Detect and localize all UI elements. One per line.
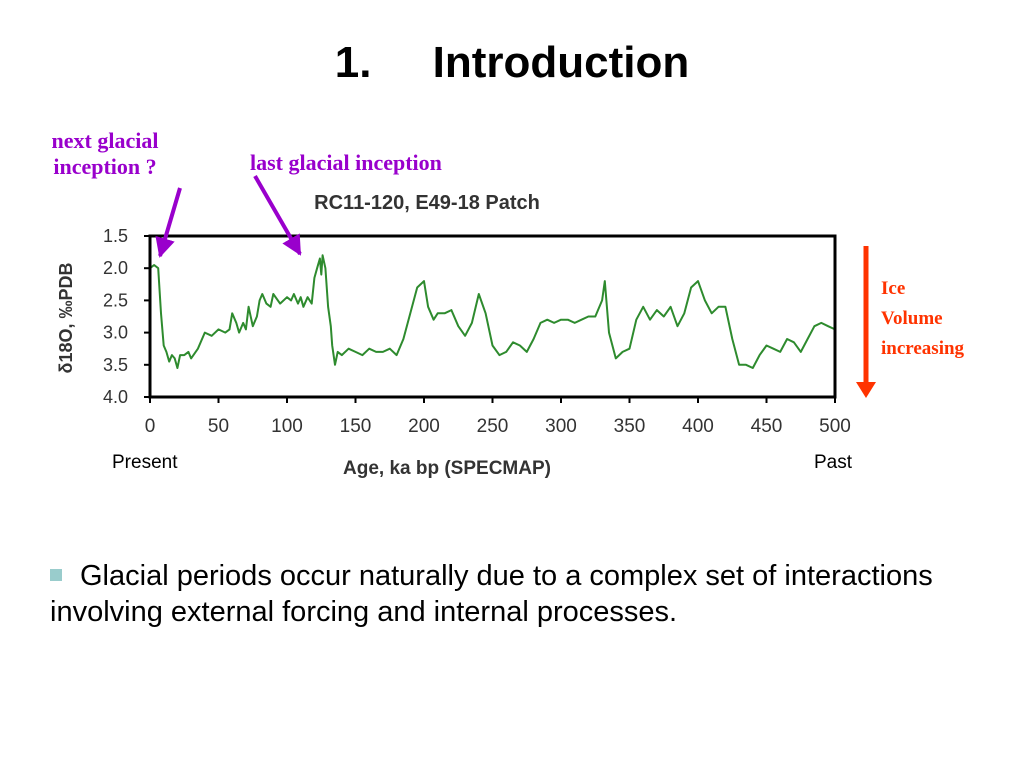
bullet-paragraph: Glacial periods occur naturally due to a… (50, 558, 990, 630)
x-tick-label: 0 (145, 416, 156, 437)
x-axis-label: Age, ka bp (SPECMAP) (343, 458, 551, 479)
ice-volume-line-2: Volume (881, 308, 943, 329)
chart-title: RC11-120, E49-18 Patch (314, 192, 540, 214)
y-tick-label: 3.5 (103, 355, 128, 375)
x-tick-label: 100 (271, 416, 303, 437)
next-glacial-annotation: next glacial inception ? (30, 128, 180, 180)
ice-volume-annotation: Ice Volume increasing (881, 274, 964, 364)
next-glacial-line-2: inception ? (53, 154, 157, 179)
x-tick-label: 250 (477, 416, 509, 437)
x-tick-labels: 0 50 100 150 200 250 300 350 400 450 500 (145, 397, 851, 437)
y-tick-label: 4.0 (103, 387, 128, 407)
x-tick-label: 150 (340, 416, 372, 437)
last-glacial-arrow (253, 175, 302, 256)
ice-volume-arrow-head (856, 382, 876, 398)
x-tick-label: 500 (819, 416, 851, 437)
x-tick-label: 300 (545, 416, 577, 437)
bullet-square-icon (50, 569, 62, 581)
x-tick-label: 450 (751, 416, 783, 437)
ice-volume-line-3: increasing (881, 338, 965, 359)
past-label: Past (814, 452, 853, 473)
series-line (149, 254, 836, 369)
y-tick-label: 2.5 (103, 290, 128, 310)
y-axis-label: δ18O, ‰PDB (56, 263, 76, 374)
present-label: Present (112, 452, 178, 473)
x-tick-label: 350 (614, 416, 646, 437)
next-glacial-arrow (155, 187, 182, 258)
next-glacial-line-1: next glacial (51, 128, 159, 153)
y-tick-labels: 1.5 2.0 2.5 3.0 3.5 4.0 (103, 226, 150, 407)
x-tick-label: 200 (408, 416, 440, 437)
y-tick-label: 3.0 (103, 323, 128, 343)
bullet-text: Glacial periods occur naturally due to a… (50, 560, 933, 628)
ice-volume-line-1: Ice (881, 278, 906, 299)
x-tick-label: 400 (682, 416, 714, 437)
y-tick-label: 2.0 (103, 258, 128, 278)
plot-frame (148, 234, 837, 399)
slide-title: 1. Introduction (334, 38, 690, 87)
x-tick-label: 50 (208, 416, 229, 437)
last-glacial-annotation: last glacial inception (250, 150, 442, 175)
y-tick-label: 1.5 (103, 226, 128, 246)
